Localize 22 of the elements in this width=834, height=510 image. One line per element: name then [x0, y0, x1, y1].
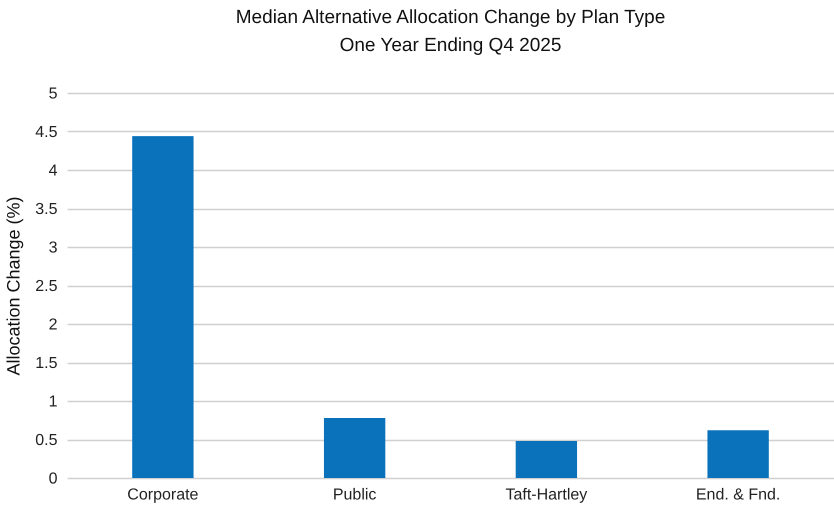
x-tick-label: Corporate: [127, 486, 199, 504]
y-axis-title: Allocation Change (%): [3, 196, 24, 376]
y-tick-label: 4: [48, 162, 58, 180]
y-tick-label: 4.5: [35, 124, 58, 141]
y-tick-label: 0: [48, 470, 58, 488]
y-tick-label: 1: [48, 394, 58, 410]
y-tick-label: 1.5: [35, 355, 58, 372]
x-tick-label: End. & Fnd.: [696, 486, 780, 504]
x-tick-label: Taft-Hartley: [505, 486, 588, 504]
y-tick-label: 3: [48, 240, 58, 256]
y-tick-label: 0.5: [35, 432, 58, 449]
x-tick-label: Public: [332, 486, 376, 504]
bar: [707, 430, 769, 478]
y-tick-label: 2: [48, 316, 58, 334]
y-tick-label: 3.5: [35, 201, 58, 218]
text: One Year Ending Q4 2025: [340, 35, 562, 56]
y-tick-label: 2.5: [35, 278, 58, 295]
bar: [324, 418, 386, 478]
text: Median Alternative Allocation Change by Plan Type: [236, 7, 666, 28]
bar: [132, 136, 194, 478]
bar: [516, 441, 578, 478]
y-tick-label: 5: [48, 86, 58, 102]
